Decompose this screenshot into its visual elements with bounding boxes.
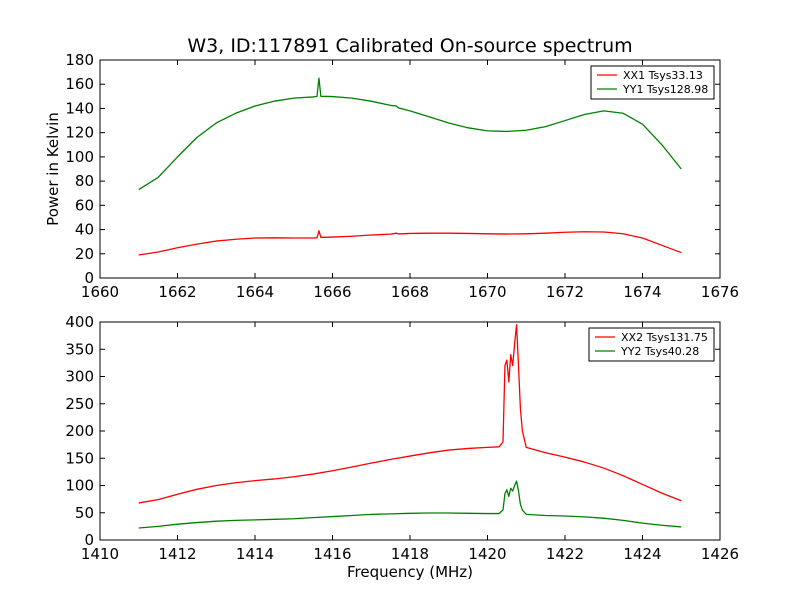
y-tick-label: 20: [75, 245, 94, 263]
y-tick-label: 350: [65, 340, 94, 358]
y-tick-label: 60: [75, 196, 94, 214]
y-tick-label: 100: [65, 148, 94, 166]
y-tick-label: 160: [65, 75, 94, 93]
legend-entry: YY1 Tsys128.98: [622, 83, 708, 96]
y-axis-label: Power in Kelvin: [44, 112, 62, 226]
x-tick-label: 1672: [546, 283, 584, 301]
y-tick-label: 0: [84, 531, 94, 549]
y-tick-label: 0: [84, 269, 94, 287]
x-tick-label: 1424: [623, 545, 661, 563]
x-tick-label: 1420: [468, 545, 506, 563]
x-tick-label: 1670: [468, 283, 506, 301]
y-tick-label: 100: [65, 477, 94, 495]
figure-title: W3, ID:117891 Calibrated On-source spect…: [187, 35, 632, 57]
x-tick-label: 1668: [391, 283, 429, 301]
x-tick-label: 1426: [701, 545, 739, 563]
series-line-xx-panel-0: [138, 230, 682, 256]
x-tick-label: 1676: [701, 283, 739, 301]
x-tick-label: 1422: [546, 545, 584, 563]
x-tick-label: 1662: [158, 283, 196, 301]
y-tick-label: 80: [75, 172, 94, 190]
y-tick-label: 400: [65, 313, 94, 331]
x-tick-label: 1412: [158, 545, 196, 563]
x-tick-label: 1666: [313, 283, 351, 301]
series-line-yy-panel-1: [138, 480, 682, 529]
y-tick-label: 250: [65, 395, 94, 413]
legend-entry: XX1 Tsys33.13: [623, 69, 703, 82]
x-axis-label: Frequency (MHz): [347, 563, 473, 581]
x-tick-label: 1664: [236, 283, 274, 301]
x-tick-label: 1660: [81, 283, 119, 301]
legend-entry: YY2 Tsys40.28: [620, 345, 699, 358]
x-tick-label: 1410: [81, 545, 119, 563]
x-tick-label: 1414: [236, 545, 274, 563]
legend-box: [588, 327, 715, 362]
chart-panel-bottom: 1410 1412 1414 1416 1418 1420 1422 1424 1426 0 50 1…: [65, 313, 739, 581]
y-tick-label: 180: [65, 51, 94, 69]
y-tick-label: 50: [75, 504, 94, 522]
legend-box: [590, 65, 715, 100]
series-line-xx-panel-1: [138, 324, 682, 504]
y-tick-label: 40: [75, 221, 94, 239]
y-tick-label: 200: [65, 422, 94, 440]
chart-panel-top: 1660 1662 1664 1666 1668 1670 1672 1674 1676 0 20 4…: [44, 51, 739, 301]
series-line-yy-panel-0: [138, 77, 682, 191]
y-tick-label: 120: [65, 124, 94, 142]
y-tick-label: 140: [65, 99, 94, 117]
y-tick-label: 150: [65, 449, 94, 467]
y-tick-label: 300: [65, 368, 94, 386]
x-tick-label: 1674: [623, 283, 661, 301]
legend-entry: XX2 Tsys131.75: [621, 331, 708, 344]
x-tick-label: 1416: [313, 545, 351, 563]
x-tick-label: 1418: [391, 545, 429, 563]
